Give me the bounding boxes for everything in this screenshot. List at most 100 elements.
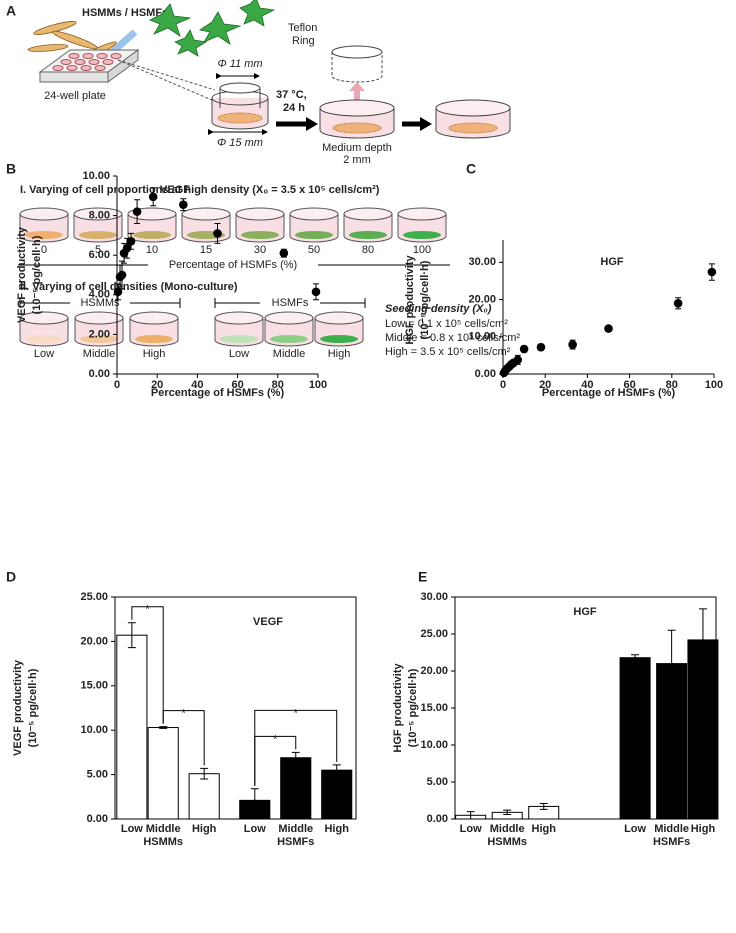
y-tick-label: 0.00	[89, 368, 110, 380]
point	[113, 287, 123, 297]
error-bar	[698, 608, 707, 672]
y-axis-label: (10⁻⁵ pg/cell·h)	[31, 235, 43, 314]
group-bracket	[19, 298, 181, 308]
group-label: HSMMs	[487, 836, 527, 848]
plot-frame	[114, 596, 357, 820]
y-axis-label: VEGF productivity	[16, 226, 28, 323]
chart-title: VEGF	[253, 616, 283, 628]
point	[707, 267, 717, 277]
panel-label: D	[6, 569, 16, 585]
x-tick-label: 100	[705, 379, 723, 391]
percentage-label: 10	[146, 244, 158, 256]
category-label: Low	[460, 823, 482, 835]
y-axis-label: HGF productivity	[404, 255, 416, 345]
point	[311, 287, 321, 297]
point	[213, 229, 222, 238]
error-bar	[250, 788, 259, 813]
x-tick-label: 0	[114, 379, 120, 391]
density-label: High	[143, 348, 166, 360]
well-plate	[38, 49, 140, 83]
point	[604, 324, 613, 333]
y-tick-label: 25.00	[80, 591, 108, 603]
cell-layer	[133, 231, 171, 239]
y-tick-label: 2.00	[89, 328, 110, 340]
dish-rim	[264, 311, 314, 325]
ring-label: Teflon	[288, 22, 317, 34]
inner-diameter: Φ 11 mm	[217, 58, 262, 70]
incubation: 37 °C,	[276, 89, 307, 101]
significance-star: *	[182, 708, 187, 720]
percentage-label: 15	[200, 244, 212, 256]
legend-entry: Middle = 0.8 x 10⁵ cells/cm²	[385, 332, 520, 344]
y-axis-label: (10⁻⁵ pg/cell·h)	[419, 260, 431, 339]
percentage-label: 80	[362, 244, 374, 256]
dish-rim	[289, 207, 339, 221]
cell-layer	[403, 231, 441, 239]
panel-label: C	[466, 161, 476, 177]
outer-diameter: Φ 15 mm	[217, 137, 263, 149]
legend-entry: Low = 0.1 x 10⁵ cells/cm²	[385, 318, 508, 330]
y-tick-label: 5.00	[87, 769, 108, 781]
y-tick-label: 5.00	[427, 776, 448, 788]
error-bar	[332, 764, 341, 776]
point	[132, 207, 142, 216]
dish-rim	[129, 311, 179, 325]
cell-layer	[25, 335, 63, 343]
y-tick-label: 25.00	[420, 628, 448, 640]
y-tick-label: 20.00	[420, 665, 448, 677]
significance-bracket	[131, 606, 164, 724]
x-tick-label: 0	[500, 379, 506, 391]
dish-rim	[397, 207, 447, 221]
zoom-lines	[117, 59, 216, 101]
lift-arrow-head	[349, 82, 365, 91]
y-tick-label: 15.00	[80, 680, 108, 692]
legend-entry: High = 3.5 x 10⁵ cells/cm²	[385, 346, 511, 358]
fibroblast-cells	[149, 0, 276, 57]
panel-a: A HSMMs / HSMFs	[6, 0, 520, 360]
y-tick-label: 15.00	[420, 702, 448, 714]
y-tick-label: 20.00	[468, 293, 496, 305]
significance-star: *	[273, 733, 278, 745]
group-bracket	[214, 298, 366, 308]
category-label: Middle	[654, 823, 689, 835]
cell-layer	[270, 335, 308, 343]
medium-depth: Medium depth	[322, 142, 392, 154]
chart-title: HGF	[573, 606, 597, 618]
point	[122, 243, 132, 253]
point	[568, 340, 577, 349]
x-tick-label: 40	[191, 379, 203, 391]
y-tick-label: 0.00	[87, 813, 108, 825]
density-label: Low	[229, 348, 249, 360]
cell-layer	[349, 231, 387, 239]
x-tick-label: 100	[309, 379, 327, 391]
bar	[280, 757, 312, 820]
bar	[147, 727, 179, 820]
x-axis-label: Percentage of HSMFs (%)	[542, 387, 676, 399]
y-axis-label: (10⁻⁵ pg/cell·h)	[407, 668, 419, 747]
x-tick-label: 60	[623, 379, 635, 391]
y-tick-label: 0.00	[427, 813, 448, 825]
dish-rim	[19, 311, 69, 325]
category-label: Low	[121, 823, 143, 835]
section-title: I. Varying of cell proportions at high d…	[20, 184, 380, 196]
group-label: HSMFs	[277, 836, 314, 848]
group-label: HSMMs	[143, 836, 183, 848]
density-label: High	[328, 348, 351, 360]
y-tick-label: 30.00	[420, 591, 448, 603]
x-axis-label: Percentage of HSMFs (%)	[151, 387, 285, 399]
error-bar	[466, 811, 475, 820]
significance-star: *	[145, 604, 150, 616]
category-label: High	[324, 823, 349, 835]
percentage-label: 100	[413, 244, 431, 256]
category-label: Low	[244, 823, 266, 835]
density-label: Low	[34, 348, 54, 360]
section-axis-label: Percentage of HSMFs (%)	[169, 259, 297, 271]
bar	[321, 769, 353, 820]
dish-rim	[74, 311, 124, 325]
significance-star: *	[294, 707, 299, 719]
percentage-label: 50	[308, 244, 320, 256]
percentage-label: 30	[254, 244, 266, 256]
cell-layer	[80, 335, 118, 343]
error-bar	[631, 654, 640, 662]
point	[519, 344, 529, 354]
